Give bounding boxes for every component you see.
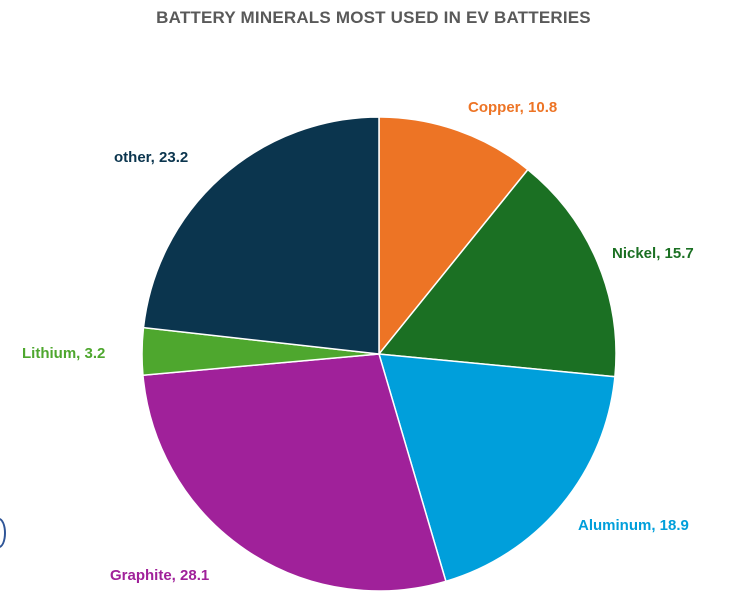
data-label-copper: Copper, 10.8 [468, 99, 557, 116]
data-label-aluminum: Aluminum, 18.9 [578, 517, 689, 534]
pie-slice-graphite [142, 353, 447, 592]
pie-slice-aluminum [377, 353, 616, 583]
chart-title: BATTERY MINERALS MOST USED IN EV BATTERI… [156, 8, 591, 27]
data-label-lithium: Lithium, 3.2 [22, 345, 105, 362]
data-label-nickel: Nickel, 15.7 [612, 245, 694, 262]
pie-slice-nickel [377, 168, 617, 378]
data-label-other: other, 23.2 [114, 149, 188, 166]
pie-slices [141, 116, 617, 592]
pie-slice-copper [378, 116, 529, 357]
pie-data-labels: Copper, 10.8 Nickel, 15.7 Aluminum, 18.9 Gr… [22, 99, 694, 584]
data-label-graphite: Graphite, 28.1 [110, 567, 209, 584]
pie-slice-other [142, 116, 380, 355]
